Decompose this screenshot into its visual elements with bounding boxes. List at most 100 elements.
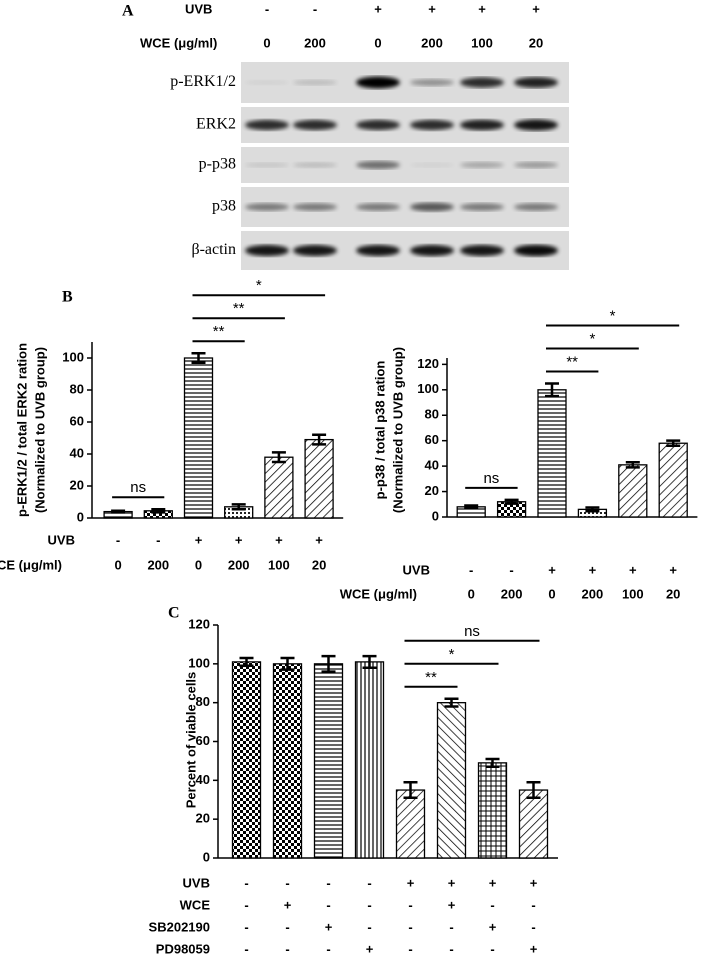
condition-value: - [156,532,160,547]
blot-band [293,244,337,257]
significance-label: ** [425,669,437,686]
condition-label: WCE [180,897,211,912]
row-value: 100 [471,35,493,50]
bar [395,789,426,859]
condition-value: + [448,897,456,912]
error-bar [111,509,126,514]
error-bar [485,757,500,768]
blot-band [293,162,337,168]
condition-value: + [325,919,333,934]
condition-value: - [244,897,248,912]
error-bar [151,507,166,514]
blot-band [460,119,504,131]
blot-band [460,77,504,88]
condition-label: PD98059 [156,941,210,956]
condition-value: - [408,941,412,956]
bar [477,762,508,859]
condition-value: - [408,919,412,934]
condition-value: 100 [268,557,290,572]
blot-band [356,203,400,211]
significance-label: ns [464,623,480,640]
condition-value: - [490,897,494,912]
error-bar [585,506,600,513]
bar [313,663,344,859]
condition-value: - [490,941,494,956]
error-bar [362,654,377,669]
blot-band [514,77,558,88]
blot-band [410,162,454,168]
error-bar [444,697,459,708]
error-bar [545,382,559,398]
y-tick-label: 60 [425,432,439,447]
bar [183,357,214,519]
blot-band [460,203,504,211]
blot-band [410,119,454,131]
bar [436,702,467,859]
condition-value: - [408,897,412,912]
error-bar [403,781,418,800]
y-axis-label: p-ERK1/2 / total ERK2 ration [14,343,29,517]
error-bar [271,451,286,464]
condition-value: + [530,941,538,956]
y-tick-label: 80 [70,381,84,396]
condition-value: + [589,562,597,577]
bar [231,661,262,859]
error-bar [526,781,541,800]
bar [518,789,549,859]
y-tick-label: 40 [425,458,439,473]
bar [272,663,303,859]
panel-label: B [62,289,73,306]
bar [618,464,648,518]
y-tick-label: 40 [70,445,84,460]
condition-value: 20 [312,557,326,572]
y-tick-label: 100 [188,655,210,670]
blot-label: β-actin [191,241,236,258]
significance-label: ** [566,353,578,370]
blot-band [356,161,400,169]
condition-label: UVB [183,875,210,890]
condition-value: + [275,532,283,547]
condition-value: - [367,919,371,934]
blot-band [514,119,558,131]
y-tick-label: 100 [62,349,84,364]
blot-band [356,244,400,257]
y-axis-label: (Normalized to UVB group) [32,347,47,513]
row-value: - [313,1,317,16]
blot-band [245,162,289,168]
condition-value: + [315,532,323,547]
blot-band [245,244,289,257]
blot-band [460,162,504,168]
blot-label: p-ERK1/2 [170,73,236,90]
blot-band [293,119,337,131]
blot-band [245,80,289,85]
row-value: - [265,1,269,16]
bar [264,456,294,519]
condition-value: 200 [147,557,169,572]
condition-value: 200 [501,586,523,601]
condition-value: 100 [622,586,644,601]
error-bar [231,503,246,511]
error-bar [280,656,295,671]
significance-label: * [256,277,262,294]
significance-label: * [610,307,616,324]
blot-band [356,76,400,89]
condition-value: - [244,919,248,934]
bar [354,661,385,859]
y-tick-label: 120 [188,616,210,631]
y-tick-label: 40 [196,772,210,787]
condition-value: 0 [195,557,202,572]
y-tick-label: 120 [417,356,439,371]
blot-label: p38 [212,198,236,215]
blot-band [460,244,504,257]
row-label: UVB [185,1,212,16]
bar [537,389,567,518]
row-value: + [532,1,540,16]
panel-label: C [168,605,180,622]
y-axis-label: (Normalized to UVB group) [390,347,405,513]
blot-band [293,203,337,211]
condition-value: + [407,875,415,890]
condition-value: + [366,941,374,956]
y-tick-label: 60 [70,413,84,428]
condition-value: 0 [548,586,555,601]
condition-value: - [367,897,371,912]
